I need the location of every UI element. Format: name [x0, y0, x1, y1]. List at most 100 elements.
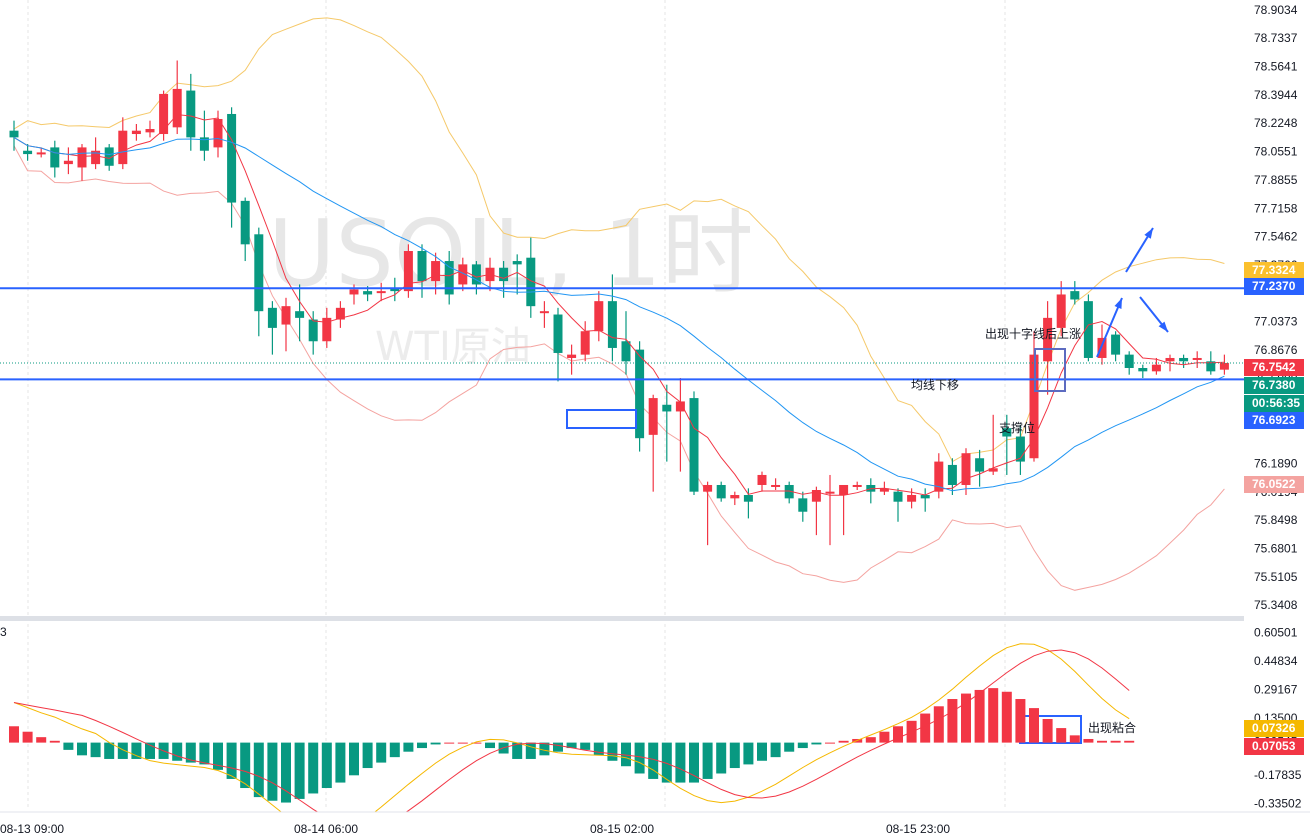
macd-bar	[253, 742, 264, 798]
price-tick-label: 75.6801	[1254, 541, 1298, 555]
price-badge	[1244, 476, 1304, 493]
macd-bar	[321, 742, 332, 789]
candle-body	[580, 331, 590, 355]
price-tick-label: 78.9034	[1254, 3, 1298, 17]
candle-body	[1083, 301, 1093, 358]
macd-bar	[743, 742, 754, 765]
time-tick-label: 08-13 09:00	[0, 822, 64, 836]
candle-body	[499, 267, 509, 282]
macd-tick-label: 0.44834	[1254, 654, 1298, 668]
candle-body	[975, 458, 985, 472]
macd-bar	[1069, 735, 1080, 743]
macd-bar	[444, 742, 455, 744]
candle-body	[403, 251, 413, 292]
candle-body	[934, 461, 944, 492]
annotation-ma-down: 均线下移	[911, 378, 959, 392]
candle-body	[186, 90, 196, 138]
candle-body	[988, 468, 998, 472]
price-badge	[1244, 359, 1304, 376]
macd-bar	[1042, 719, 1053, 743]
candle-body	[131, 130, 141, 135]
candle-body	[1165, 357, 1175, 362]
candle-body	[743, 495, 753, 502]
candle-body	[798, 498, 808, 512]
candle-body	[1219, 362, 1229, 370]
candle-body	[567, 354, 577, 358]
price-badge	[1244, 278, 1304, 295]
price-tick-label: 76.8676	[1254, 343, 1298, 357]
macd-tick-label: 0.60501	[1254, 626, 1298, 640]
macd-bar	[539, 742, 550, 756]
macd-tick-label: -0.17835	[1254, 768, 1302, 782]
candle-body	[417, 251, 427, 282]
candle-body	[159, 93, 169, 135]
time-axis[interactable]: 08-13 09:00 08-14 06:00 08-15 02:00 08-15 2…	[0, 811, 1310, 837]
user-drawings[interactable]	[566, 227, 1169, 744]
macd-bar	[1083, 738, 1094, 743]
candle-body	[1179, 357, 1189, 362]
macd-bar	[362, 742, 373, 769]
candle-body	[852, 484, 862, 487]
macd-bar	[621, 742, 631, 767]
candle-body	[784, 484, 794, 499]
candle-body	[308, 319, 318, 342]
price-tick-label: 77.7158	[1254, 201, 1298, 215]
horizontal-levels[interactable]	[0, 287, 1244, 381]
candle-body	[879, 488, 889, 492]
candle-body	[825, 491, 835, 494]
macd-bar	[403, 742, 414, 752]
macd-bar	[213, 742, 223, 770]
pane-separator	[0, 616, 1244, 621]
candle-body	[716, 484, 726, 499]
candle-body	[1097, 337, 1107, 358]
macd-badge	[1244, 738, 1304, 755]
macd-dif-line	[13, 643, 1130, 835]
macd-bar	[471, 742, 482, 744]
macd-bar	[131, 742, 142, 759]
candle-body	[961, 453, 971, 485]
candle-body	[240, 200, 250, 245]
macd-bar	[920, 713, 931, 743]
macd-bar	[335, 742, 346, 783]
macd-bar	[1001, 691, 1012, 743]
macd-pane: 3	[0, 625, 1135, 835]
candle-body	[281, 306, 291, 325]
macd-badge-label: 0.07326	[1252, 721, 1296, 735]
box-cross	[1034, 348, 1066, 392]
macd-bar	[675, 742, 686, 783]
macd-tick-label: -0.33502	[1254, 796, 1302, 810]
band-upper	[13, 17, 1225, 463]
macd-bar	[974, 689, 985, 743]
macd-bar	[1110, 740, 1121, 743]
candle-body	[118, 130, 128, 165]
candle-body	[1070, 291, 1080, 300]
macd-badge-label: 0.07053	[1252, 739, 1296, 753]
candle-body	[431, 261, 441, 282]
candle-body	[254, 234, 264, 312]
candle-body	[50, 147, 60, 168]
candle-body	[675, 401, 685, 412]
candle-body	[1192, 357, 1202, 360]
candle-body	[36, 152, 46, 155]
macd-bar	[689, 742, 699, 783]
candle-body	[512, 261, 522, 265]
candle-body	[730, 495, 740, 499]
macd-bar	[376, 742, 387, 763]
price-badge	[1244, 395, 1304, 412]
price-badge	[1244, 262, 1304, 279]
price-axis[interactable]: 78.9034 78.7337 78.5641 78.3944 78.2248 78.05…	[1244, 0, 1310, 810]
macd-bar	[757, 742, 767, 761]
price-badge-label: 77.2370	[1252, 279, 1296, 293]
macd-bar	[593, 742, 604, 756]
candle-body	[1124, 354, 1134, 368]
candle-body	[145, 129, 155, 133]
candle-body	[553, 314, 563, 353]
candle-body	[349, 289, 359, 295]
macd-bar	[661, 742, 672, 783]
macd-bar	[90, 742, 101, 758]
macd-bar	[240, 742, 251, 789]
time-tick-label: 08-15 02:00	[590, 822, 654, 836]
macd-bar	[797, 742, 808, 749]
candle-body	[172, 88, 182, 128]
